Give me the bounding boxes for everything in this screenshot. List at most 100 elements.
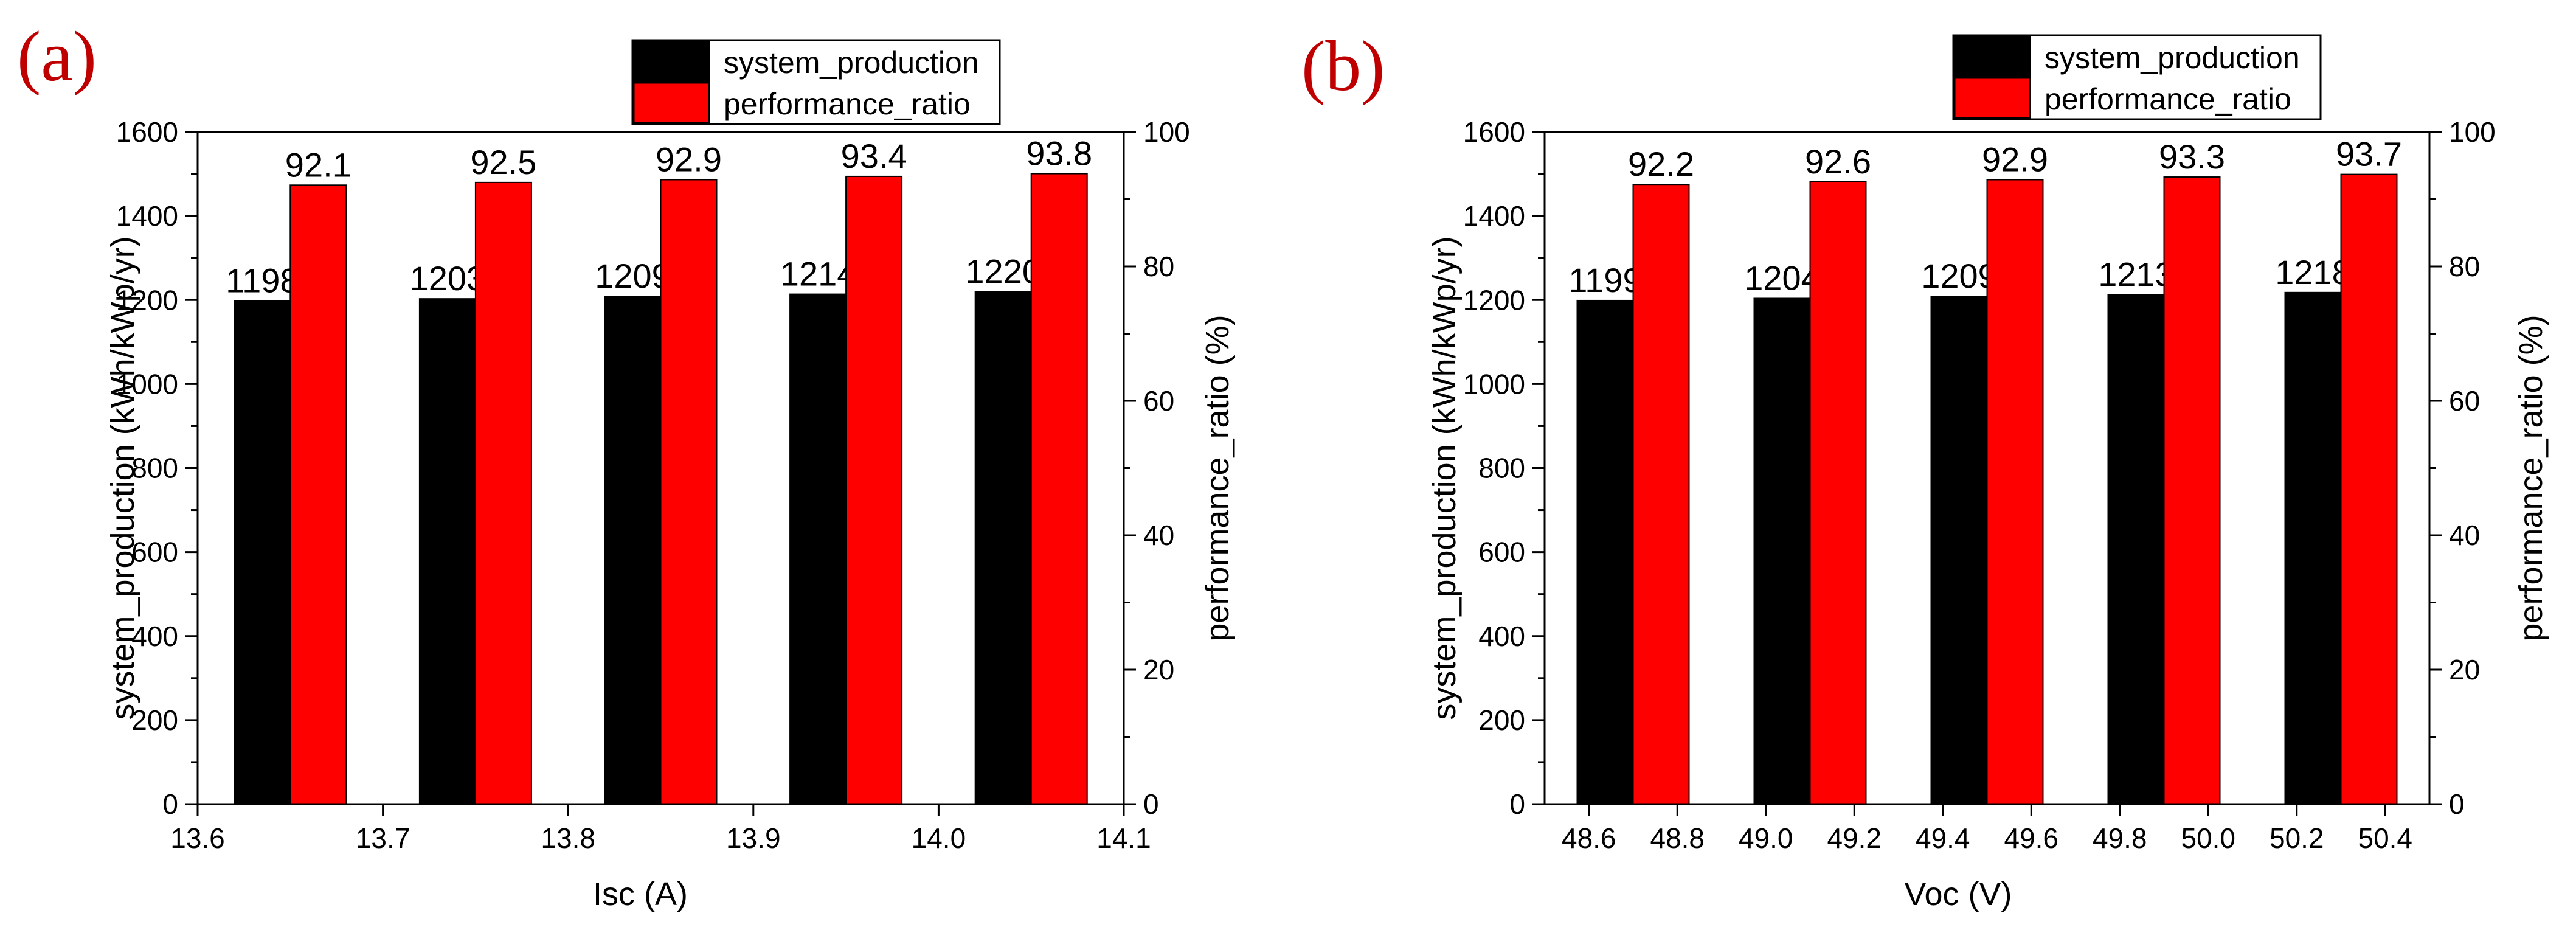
data-label-system-production: 1209: [595, 257, 671, 295]
panel-a-legend-label-system-production: system_production: [724, 46, 979, 80]
panel-b-right-axis-title: performance_ratio (%): [2513, 314, 2549, 641]
bar-performance-ratio: [2163, 176, 2221, 805]
y-tick-label: 200: [1478, 704, 1525, 736]
bar-system-production: [1576, 299, 1634, 805]
x-tick-label: 49.4: [1916, 822, 1970, 854]
panel-a: (a) system_production (kWh/kWp/yr) perfo…: [17, 16, 1236, 912]
panel-b-legend-label-system-production: system_production: [2045, 41, 2300, 75]
y2-tick-label: 20: [1143, 654, 1174, 686]
x-tick-label: 50.2: [2270, 822, 2324, 854]
data-label-performance-ratio: 93.7: [2336, 135, 2402, 173]
panel-a-letter: (a): [17, 16, 97, 96]
y2-tick-label: 100: [1143, 116, 1190, 148]
y2-tick-label: 100: [2449, 116, 2496, 148]
panel-a-legend: system_production performance_ratio: [631, 39, 1001, 125]
y-tick-label: 400: [1478, 620, 1525, 652]
panel-b-left-axis-title: system_production (kWh/kWp/yr): [1426, 236, 1463, 720]
bar-performance-ratio: [1030, 173, 1088, 805]
bar-performance-ratio: [845, 175, 903, 805]
data-label-system-production: 1220: [965, 252, 1041, 290]
x-tick-label: 13.7: [356, 822, 410, 854]
y2-tick-label: 80: [2449, 251, 2480, 282]
data-label-performance-ratio: 93.4: [841, 137, 907, 175]
y-tick-label: 1200: [1463, 284, 1525, 316]
data-label-performance-ratio: 92.1: [285, 145, 351, 184]
panel-a-x-axis-title: Isc (A): [593, 876, 688, 912]
y2-tick-label: 40: [1143, 519, 1174, 551]
x-tick-label: 14.1: [1096, 822, 1151, 854]
x-tick-label: 48.8: [1650, 822, 1705, 854]
x-tick-label: 48.6: [1562, 822, 1616, 854]
y2-tick-label: 20: [2449, 654, 2480, 686]
y-tick-label: 1600: [1463, 116, 1525, 148]
data-label-system-production: 1198: [226, 262, 299, 300]
bar-system-production: [604, 296, 662, 805]
y-tick-label: 800: [1478, 453, 1525, 484]
data-label-performance-ratio: 92.2: [1628, 145, 1694, 183]
y2-tick-label: 60: [2449, 385, 2480, 417]
panel-a-legend-swatch-system-production: [632, 40, 710, 83]
panel-b-legend-label-performance-ratio: performance_ratio: [2045, 82, 2291, 116]
y2-tick-label: 60: [1143, 385, 1174, 417]
bar-performance-ratio: [1986, 179, 2044, 805]
x-tick-label: 13.6: [170, 822, 225, 854]
panel-a-legend-swatch-performance-ratio: [632, 82, 710, 124]
x-tick-label: 14.0: [912, 822, 966, 854]
data-label-system-production: 1214: [780, 255, 856, 293]
y-tick-label: 0: [162, 788, 178, 820]
bar-system-production: [418, 298, 476, 805]
panel-a-right-axis-title: performance_ratio (%): [1199, 314, 1236, 641]
data-label-system-production: 1209: [1921, 257, 1997, 295]
data-label-system-production: 1218: [2275, 253, 2351, 291]
panel-b: (b) system_production (kWh/kWp/yr) perfo…: [1301, 26, 2549, 912]
y2-tick-label: 80: [1143, 251, 1174, 282]
bar-performance-ratio: [474, 181, 532, 805]
y-tick-label: 1600: [116, 116, 178, 148]
y2-tick-label: 0: [1143, 788, 1159, 820]
panel-b-legend-swatch-performance-ratio: [1953, 77, 2031, 119]
panel-b-x-axis-title: Voc (V): [1904, 876, 2012, 912]
bar-performance-ratio: [1809, 181, 1867, 805]
y-tick-label: 400: [131, 620, 178, 652]
data-label-system-production: 1204: [1744, 259, 1820, 297]
data-label-performance-ratio: 92.6: [1805, 142, 1871, 181]
x-tick-label: 49.2: [1827, 822, 1882, 854]
data-label-performance-ratio: 92.9: [1982, 140, 2048, 178]
y-tick-label: 600: [1478, 536, 1525, 568]
x-tick-label: 50.4: [2358, 822, 2412, 854]
panel-b-letter: (b): [1301, 26, 1385, 106]
bar-system-production: [1753, 297, 1811, 805]
data-label-performance-ratio: 92.9: [656, 140, 722, 178]
x-tick-label: 49.8: [2093, 822, 2147, 854]
bar-system-production: [234, 300, 291, 805]
y-tick-label: 1000: [116, 368, 178, 400]
data-label-performance-ratio: 93.8: [1026, 134, 1092, 173]
bar-system-production: [2284, 291, 2342, 805]
bar-system-production: [974, 291, 1032, 805]
y-tick-label: 1400: [1463, 200, 1525, 232]
x-tick-label: 50.0: [2181, 822, 2235, 854]
bar-performance-ratio: [289, 184, 347, 805]
data-label-system-production: 1199: [1568, 261, 1641, 299]
data-label-performance-ratio: 93.3: [2159, 137, 2225, 176]
y-tick-label: 0: [1509, 788, 1525, 820]
bar-system-production: [789, 293, 847, 805]
y-tick-label: 800: [131, 453, 178, 484]
y-tick-label: 1200: [116, 284, 178, 316]
y-tick-label: 200: [131, 704, 178, 736]
x-tick-label: 49.6: [2004, 822, 2058, 854]
panel-b-legend-swatch-system-production: [1953, 35, 2031, 78]
bar-system-production: [1930, 296, 1988, 805]
bar-performance-ratio: [660, 179, 718, 805]
panel-a-left-axis-title: system_production (kWh/kWp/yr): [105, 236, 141, 720]
data-label-system-production: 1203: [410, 259, 486, 297]
y-tick-label: 1400: [116, 200, 178, 232]
bar-performance-ratio: [1632, 184, 1690, 805]
panel-a-plot-area: 1198 92.1 1203 92.5 1209 92.9 1214 93.4 1220 93.8…: [116, 116, 1190, 854]
bar-system-production: [2107, 294, 2165, 805]
x-tick-label: 49.0: [1739, 822, 1793, 854]
bar-performance-ratio: [2340, 173, 2398, 805]
data-label-performance-ratio: 92.5: [470, 143, 536, 181]
panel-b-legend: system_production performance_ratio: [1952, 34, 2322, 120]
